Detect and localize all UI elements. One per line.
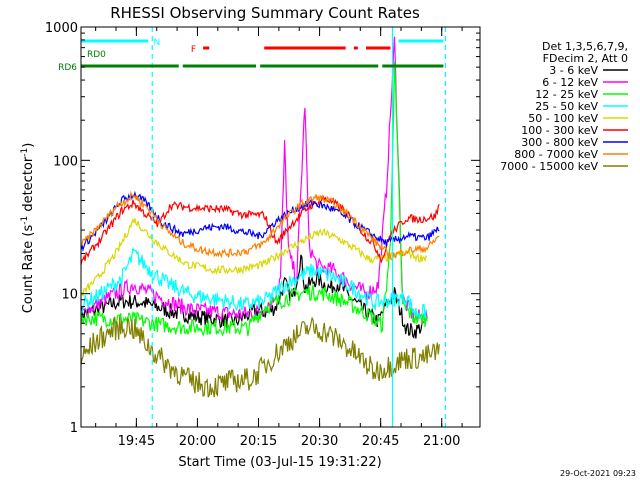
y-tick-label: 100 [53, 154, 78, 169]
legend: Det 1,3,5,6,7,9,FDecim 2, Att 03 - 6 keV… [500, 40, 628, 173]
plot-frame [80, 26, 481, 428]
series-line-6 [80, 195, 440, 266]
timestamp-footer: 29-Oct-2021 09:23 [560, 469, 636, 478]
flag-label-n: N [153, 38, 160, 48]
plot-area: N F RD0 RD6 1 10 100 1000 19:45 20:00 20:15 20:30 20… [45, 21, 481, 449]
legend-entry-label-9: 7000 - 15000 keV [500, 160, 598, 173]
series-line-3 [80, 61, 428, 338]
flag-label-rd0: RD0 [87, 50, 106, 60]
series-line-2 [80, 36, 428, 325]
series-line-9 [80, 316, 440, 398]
series-line-4 [80, 246, 428, 319]
flag-label-f: F [191, 45, 196, 55]
y-axis-label-end: ) [21, 143, 36, 148]
legend-entry-label-1: 3 - 6 keV [549, 64, 598, 77]
y-axis-label: Count Rate (s-1 detector-1) [20, 143, 36, 314]
chart-title: RHESSI Observing Summary Count Rates [110, 4, 420, 22]
y-tick-label: 1000 [45, 21, 78, 36]
legend-header-line-1: Det 1,3,5,6,7,9, [542, 40, 628, 53]
flag-label-rd6: RD6 [58, 63, 77, 73]
x-tick-label: 20:15 [240, 434, 277, 449]
y-tick-label: 10 [61, 288, 78, 303]
legend-entry-label-3: 12 - 25 keV [535, 88, 598, 101]
x-tick-label: 19:45 [118, 434, 155, 449]
y-axis-label-main: Count Rate (s [21, 225, 36, 314]
legend-entry-label-4: 25 - 50 keV [535, 100, 598, 113]
y-axis-label-sup2: -1 [20, 148, 30, 157]
y-tick-label: 1 [70, 421, 78, 436]
series-line-5 [80, 218, 428, 297]
x-tick-label: 21:00 [423, 434, 460, 449]
legend-entry-label-2: 6 - 12 keV [542, 76, 598, 89]
x-tick-label: 20:30 [301, 434, 338, 449]
x-tick-label: 20:45 [362, 434, 399, 449]
x-tick-label: 20:00 [179, 434, 216, 449]
series-line-7 [80, 190, 440, 253]
series-line-8 [81, 190, 440, 261]
legend-entry-label-8: 800 - 7000 keV [514, 148, 598, 161]
legend-entry-label-6: 100 - 300 keV [521, 124, 598, 137]
legend-entry-label-7: 300 - 800 keV [521, 136, 598, 149]
series-line-1 [80, 254, 424, 339]
legend-header-line-2: FDecim 2, Att 0 [543, 52, 628, 65]
y-axis-label-sup1: -1 [20, 216, 30, 225]
x-axis-label: Start Time (03-Jul-15 19:31:22) [178, 455, 381, 470]
y-axis-label-mid: detector [21, 156, 36, 216]
legend-entry-label-5: 50 - 100 keV [528, 112, 598, 125]
